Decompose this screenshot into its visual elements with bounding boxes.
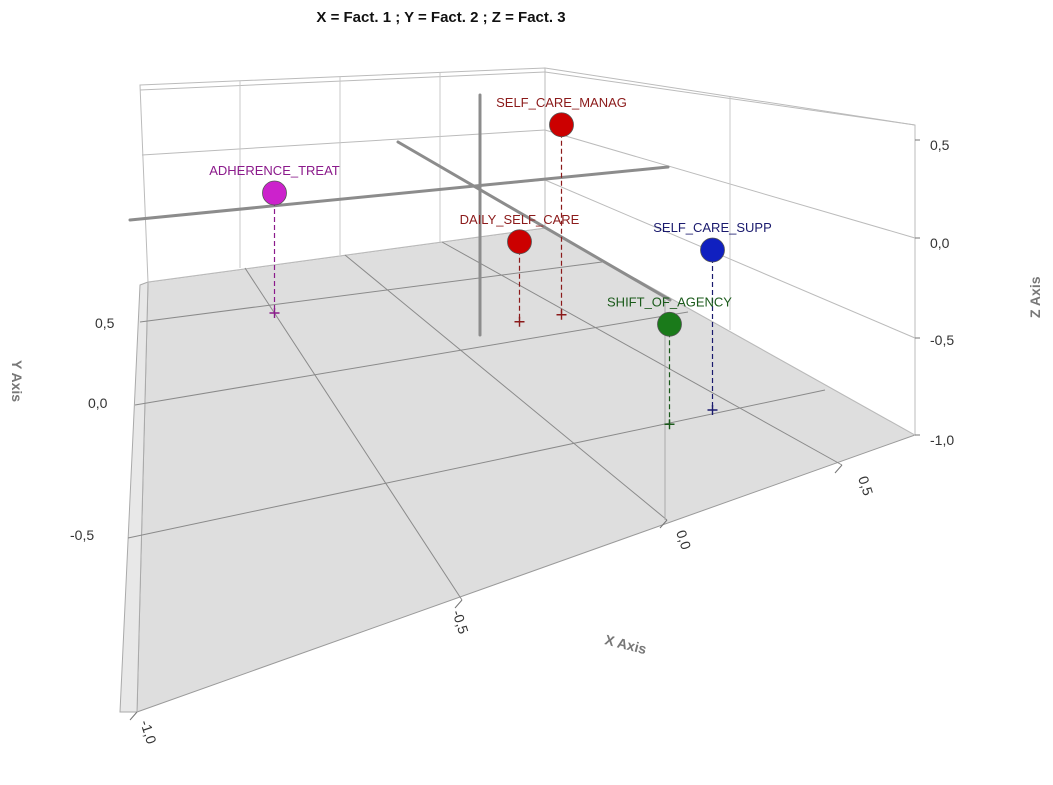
wall-vertical-grid [239, 73, 731, 330]
x-tick-label: 0,0 [673, 528, 694, 552]
chart-title: X = Fact. 1 ; Y = Fact. 2 ; Z = Fact. 3 [316, 9, 565, 26]
z-tick-label: -1,0 [930, 432, 954, 448]
z-tick-label: 0,0 [930, 235, 950, 251]
data-point-adherence-treat: ADHERENCE_TREAT [209, 163, 340, 318]
z-tick-labels: 0,5 0,0 -0,5 -1,0 [930, 137, 954, 448]
point-label: SELF_CARE_SUPP [653, 220, 772, 235]
point-label: DAILY_SELF_CARE [460, 212, 580, 227]
point-marker [507, 229, 532, 255]
y-tick-label: 0,5 [95, 315, 115, 331]
data-point-daily-self-care: DAILY_SELF_CARE [460, 212, 580, 327]
z-tick-label: -0,5 [930, 332, 954, 348]
floor-marker [664, 419, 675, 430]
floor-marker [514, 316, 525, 327]
x-tick-label: 0,5 [855, 474, 876, 498]
points-layer: SELF_CARE_MANAG SELF_CARE_SUPP SHIFT_OF_AG… [209, 95, 772, 430]
point-marker [549, 112, 574, 138]
floor-marker [707, 405, 718, 415]
z-tick-label: 0,5 [930, 137, 950, 153]
data-point-self-care-supp: SELF_CARE_SUPP [653, 220, 772, 415]
x-axis-label: X Axis [603, 631, 648, 657]
axis-tick-marks [129, 139, 920, 721]
floor-side [119, 281, 149, 713]
x-tick-label: -1,0 [137, 718, 160, 746]
floor-grid [127, 241, 843, 601]
x-tick-label: -0,5 [449, 608, 472, 636]
y-axis-label: Y Axis [9, 360, 25, 402]
floor-marker [556, 309, 567, 320]
y-tick-label: 0,0 [88, 395, 108, 411]
origin-axes [128, 93, 672, 337]
point-label: SELF_CARE_MANAG [496, 95, 627, 110]
point-label: ADHERENCE_TREAT [209, 163, 340, 178]
point-marker [700, 237, 725, 263]
point-marker [657, 311, 682, 337]
y-tick-label: -0,5 [70, 527, 94, 543]
point-marker [262, 180, 287, 206]
floor-marker [269, 308, 280, 318]
data-point-shift-of-agency: SHIFT_OF_AGENCY [607, 294, 732, 430]
y-tick-labels: -0,5 0,0 0,5 [70, 315, 115, 543]
point-label: SHIFT_OF_AGENCY [607, 294, 732, 309]
x-tick-labels: -1,0 -0,5 0,0 0,5 [137, 474, 876, 746]
z-axis-label: Z Axis [1027, 276, 1043, 318]
data-point-self-care-manag: SELF_CARE_MANAG [496, 95, 627, 320]
